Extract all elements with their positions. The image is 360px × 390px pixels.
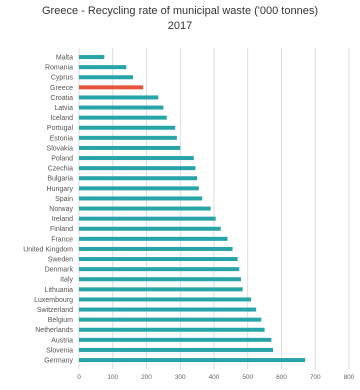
category-label: Malta <box>56 54 73 61</box>
bar-portugal <box>79 125 176 130</box>
category-label: Belgium <box>48 317 73 324</box>
category-label: Bulgaria <box>47 176 73 183</box>
category-label: Sweden <box>48 256 73 263</box>
category-label: Iceland <box>50 115 73 122</box>
category-label: Greece <box>50 85 73 92</box>
bar-austria <box>79 337 272 342</box>
bar-ireland <box>79 216 216 221</box>
category-label: Luxembourg <box>34 297 73 304</box>
x-axis-ticks: 0 100 200 300 400 500 600 700 800 <box>77 374 355 381</box>
bar-spain <box>79 196 203 201</box>
category-label: Romania <box>45 65 73 72</box>
category-label: Cyprus <box>51 75 74 82</box>
bar-czechia <box>79 166 196 171</box>
x-tick-label: 400 <box>209 374 220 381</box>
bar-sweden <box>79 257 238 262</box>
bar-denmark <box>79 267 240 272</box>
chart-title: Greece - Recycling rate of municipal was… <box>42 5 318 17</box>
category-label: Croatia <box>50 95 73 102</box>
x-tick-label: 0 <box>77 374 81 381</box>
x-tick-label: 800 <box>344 374 355 381</box>
category-label: Czechia <box>48 166 73 173</box>
category-label: Portugal <box>47 125 74 132</box>
x-tick-label: 300 <box>175 374 186 381</box>
category-label: Ireland <box>52 216 74 223</box>
bar-slovenia <box>79 347 274 352</box>
category-label: Germany <box>44 357 73 364</box>
bar-finland <box>79 226 221 231</box>
bar-hungary <box>79 186 199 191</box>
bar-germany <box>79 358 306 363</box>
bar-bulgaria <box>79 176 198 181</box>
grid-lines <box>78 48 350 370</box>
bar-luxembourg <box>79 297 252 302</box>
chart-subtitle: 2017 <box>168 20 192 32</box>
bar-malta <box>79 55 105 60</box>
category-label: Latvia <box>54 105 73 112</box>
bar-france <box>79 236 228 241</box>
x-tick-label: 500 <box>242 374 253 381</box>
bar-italy <box>79 277 241 282</box>
category-label: Norway <box>49 206 73 213</box>
x-tick-label: 100 <box>107 374 118 381</box>
category-label: Hungary <box>47 186 74 193</box>
category-label: Denmark <box>45 267 74 274</box>
bar-latvia <box>79 105 164 110</box>
category-label: Poland <box>51 155 73 162</box>
bar-lithuania <box>79 287 243 292</box>
bars <box>79 55 306 363</box>
category-label: Slovenia <box>46 347 73 354</box>
bar-slovakia <box>79 145 181 150</box>
bar-switzerland <box>79 307 257 312</box>
bar-united-kingdom <box>79 246 233 251</box>
category-label: Switzerland <box>37 307 73 314</box>
x-tick-label: 600 <box>276 374 287 381</box>
x-tick-label: 200 <box>141 374 152 381</box>
bar-iceland <box>79 115 167 120</box>
bar-cyprus <box>79 75 133 80</box>
category-label: Netherlands <box>35 327 73 334</box>
category-label: Austria <box>51 337 73 344</box>
bar-belgium <box>79 317 262 322</box>
bar-poland <box>79 156 194 161</box>
bar-netherlands <box>79 327 265 332</box>
category-label: Estonia <box>50 135 73 142</box>
category-label: Slovakia <box>47 145 74 152</box>
category-label: Italy <box>60 277 73 284</box>
category-label: France <box>51 236 73 243</box>
category-label: United Kingdom <box>23 246 73 253</box>
category-label: Finland <box>50 226 73 233</box>
category-label: Spain <box>55 196 73 203</box>
bar-greece <box>79 85 144 90</box>
x-tick-label: 700 <box>310 374 321 381</box>
bar-norway <box>79 206 211 211</box>
category-label: Lithuania <box>45 287 74 294</box>
bar-croatia <box>79 95 159 100</box>
bar-estonia <box>79 135 177 140</box>
category-labels: Malta Romania Cyprus Greece Croatia Latvia Ice… <box>23 54 73 364</box>
bar-romania <box>79 65 127 70</box>
